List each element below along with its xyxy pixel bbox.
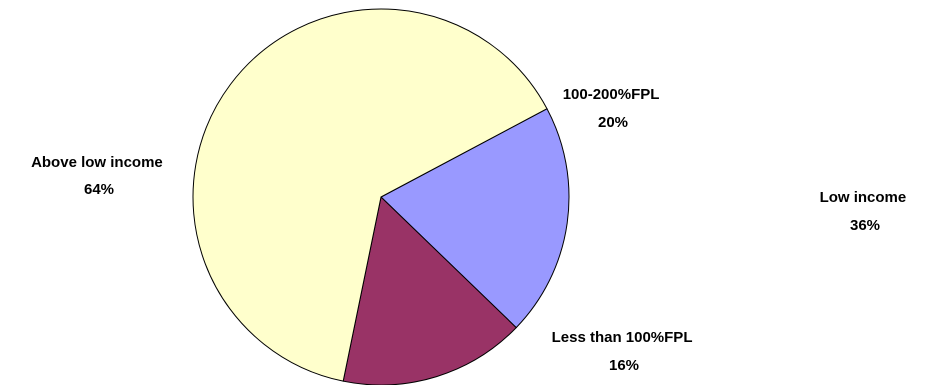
pie-slice-less-than-100-fpl — [342, 196, 517, 385]
pie-slice-100-200-fpl — [380, 108, 570, 329]
slice-label-above-low-income: Above low income 64% — [31, 154, 167, 198]
low-income-annotation: Low income 36% — [820, 189, 911, 234]
pie-slice-above-low-income — [192, 8, 548, 382]
slice-label-less-than-100-fpl: Less than 100%FPL 16% — [552, 329, 697, 374]
slice-label-100-200-fpl: 100-200%FPL 20% — [563, 86, 664, 131]
pie-slices — [192, 8, 570, 385]
